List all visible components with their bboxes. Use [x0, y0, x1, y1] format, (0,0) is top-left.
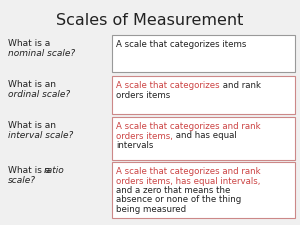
Text: orders items: orders items	[116, 90, 170, 99]
Text: ordinal scale?: ordinal scale?	[8, 90, 70, 99]
FancyBboxPatch shape	[112, 162, 295, 218]
Text: intervals: intervals	[116, 141, 153, 150]
Text: nominal scale?: nominal scale?	[8, 49, 75, 58]
Text: being measured: being measured	[116, 205, 186, 214]
Text: A scale that categorizes: A scale that categorizes	[116, 81, 220, 90]
Text: What is an: What is an	[8, 121, 56, 130]
Text: What is a: What is a	[8, 39, 50, 48]
Text: A scale that categorizes items: A scale that categorizes items	[116, 40, 246, 49]
Text: What is a: What is a	[8, 166, 53, 175]
Text: absence or none of the thing: absence or none of the thing	[116, 196, 241, 205]
Text: and rank: and rank	[220, 81, 261, 90]
FancyBboxPatch shape	[112, 76, 295, 114]
Text: orders items, has equal intervals,: orders items, has equal intervals,	[116, 176, 260, 185]
Text: A scale that categorizes and rank: A scale that categorizes and rank	[116, 167, 261, 176]
Text: interval scale?: interval scale?	[8, 131, 73, 140]
FancyBboxPatch shape	[112, 35, 295, 72]
Text: scale?: scale?	[8, 176, 36, 185]
Text: A scale that categorizes and rank: A scale that categorizes and rank	[116, 122, 261, 131]
FancyBboxPatch shape	[112, 117, 295, 160]
Text: ratio: ratio	[44, 166, 65, 175]
Text: and has equal: and has equal	[173, 131, 237, 140]
Text: Scales of Measurement: Scales of Measurement	[56, 13, 244, 28]
Text: and a zero that means the: and a zero that means the	[116, 186, 230, 195]
Text: orders items,: orders items,	[116, 131, 173, 140]
Text: What is an: What is an	[8, 80, 56, 89]
